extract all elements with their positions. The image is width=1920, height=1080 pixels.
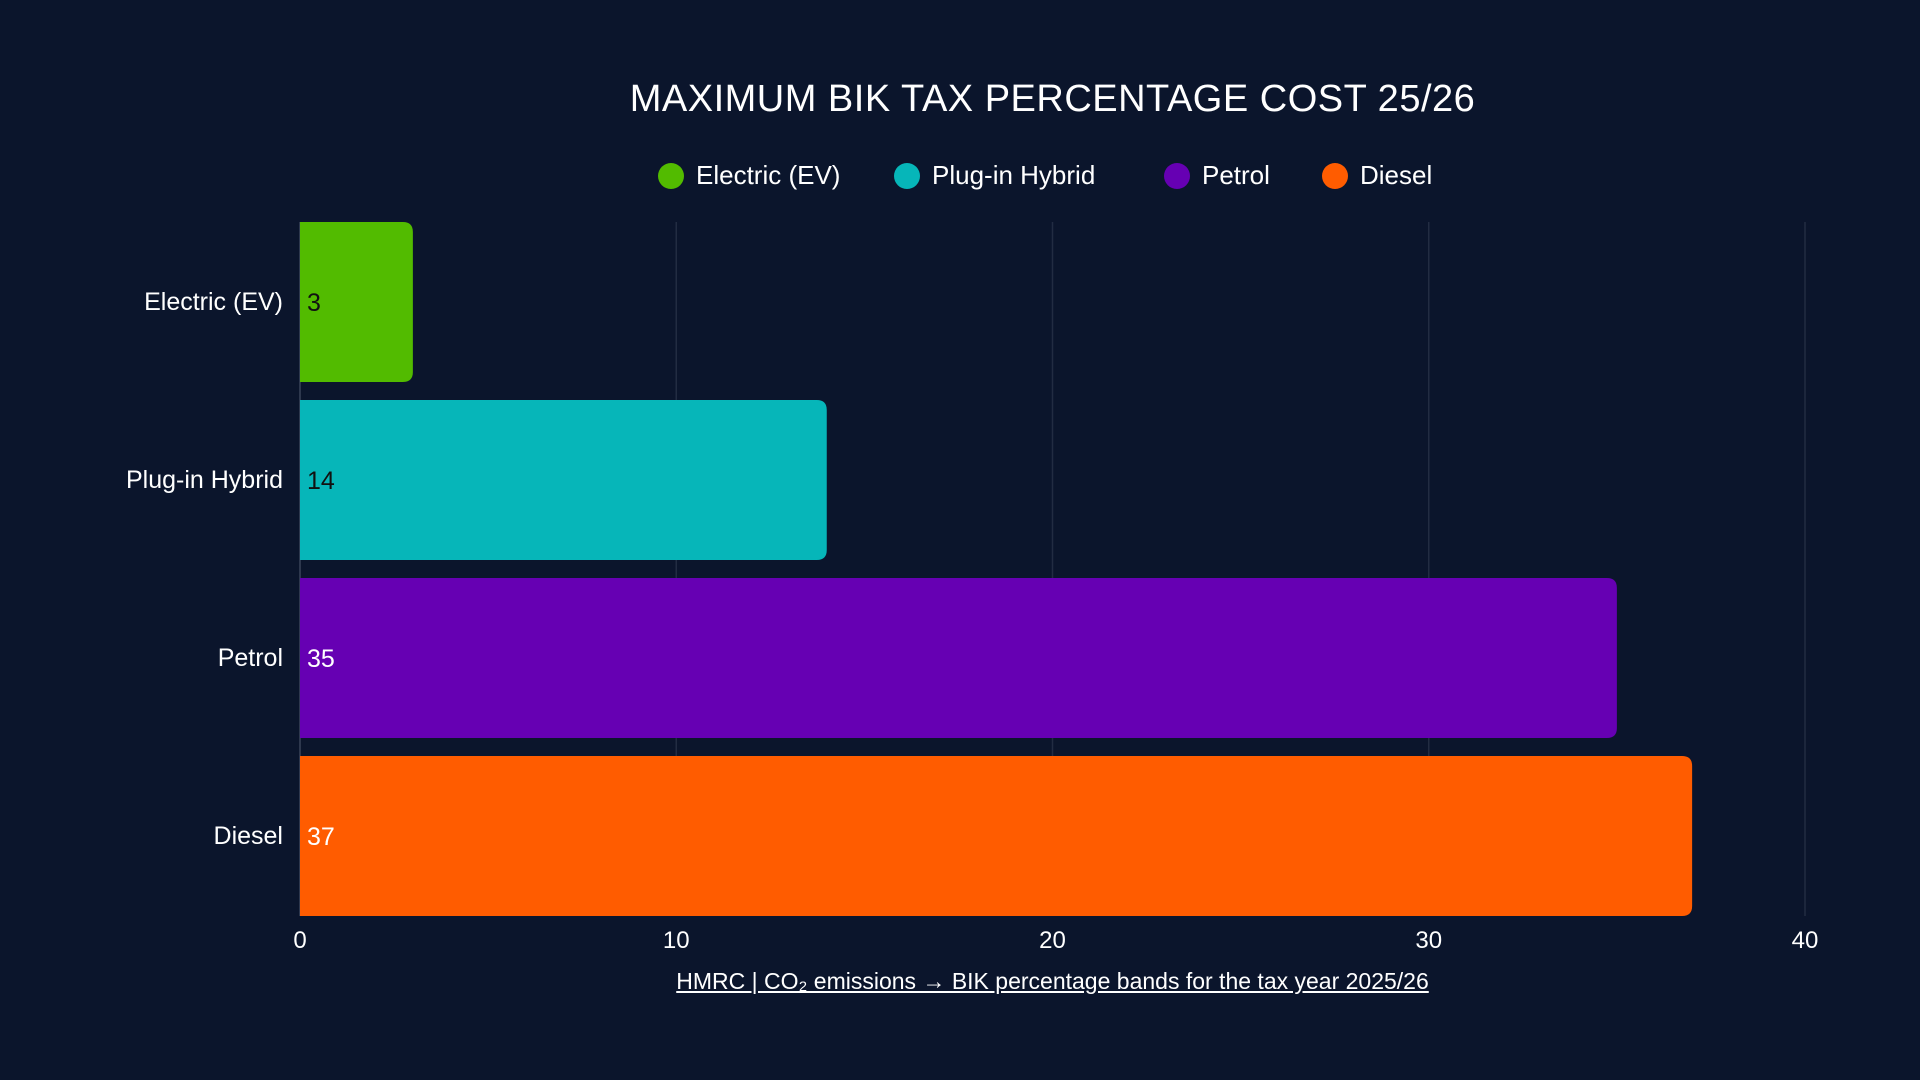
legend-item-diesel[interactable]: Diesel [1322,160,1432,191]
data-label: 14 [307,467,335,495]
y-category-label: Plug-in Hybrid [126,466,283,494]
x-tick-label: 0 [293,927,306,954]
legend-label: Petrol [1202,160,1270,190]
legend-label: Plug-in Hybrid [932,160,1096,190]
bar-electric-ev- [300,222,413,382]
y-category-label: Diesel [214,822,283,850]
legend-label: Diesel [1360,160,1433,190]
legend-swatch [894,162,920,189]
legend-swatch [1322,162,1348,189]
y-category-label: Petrol [218,644,283,672]
x-tick-label: 30 [1415,927,1442,954]
bar-plug-in-hybrid [300,400,827,560]
data-label: 37 [307,823,335,851]
legend-swatch [658,162,684,189]
x-tick-label: 20 [1039,927,1066,954]
data-label: 35 [307,645,335,673]
bar-diesel [300,756,1693,916]
source-link[interactable]: HMRC | CO₂ emissions → BIK percentage ba… [676,968,1429,994]
legend-swatch [1164,162,1190,189]
x-tick-label: 40 [1792,927,1819,954]
chart-title: MAXIMUM BIK TAX PERCENTAGE COST 25/26 [629,78,1476,120]
legend-label: Electric (EV) [696,160,841,190]
y-category-label: Electric (EV) [144,288,283,316]
bar-petrol [300,578,1617,738]
legend: Electric (EV) Plug-in Hybrid Petrol Dies… [0,160,1920,190]
data-label: 3 [307,289,321,317]
legend-item-plug-in-hybrid[interactable]: Plug-in Hybrid [894,160,1095,191]
legend-item-electric[interactable]: Electric (EV) [658,160,840,191]
legend-item-petrol[interactable]: Petrol [1164,160,1270,191]
x-tick-label: 10 [663,927,690,954]
